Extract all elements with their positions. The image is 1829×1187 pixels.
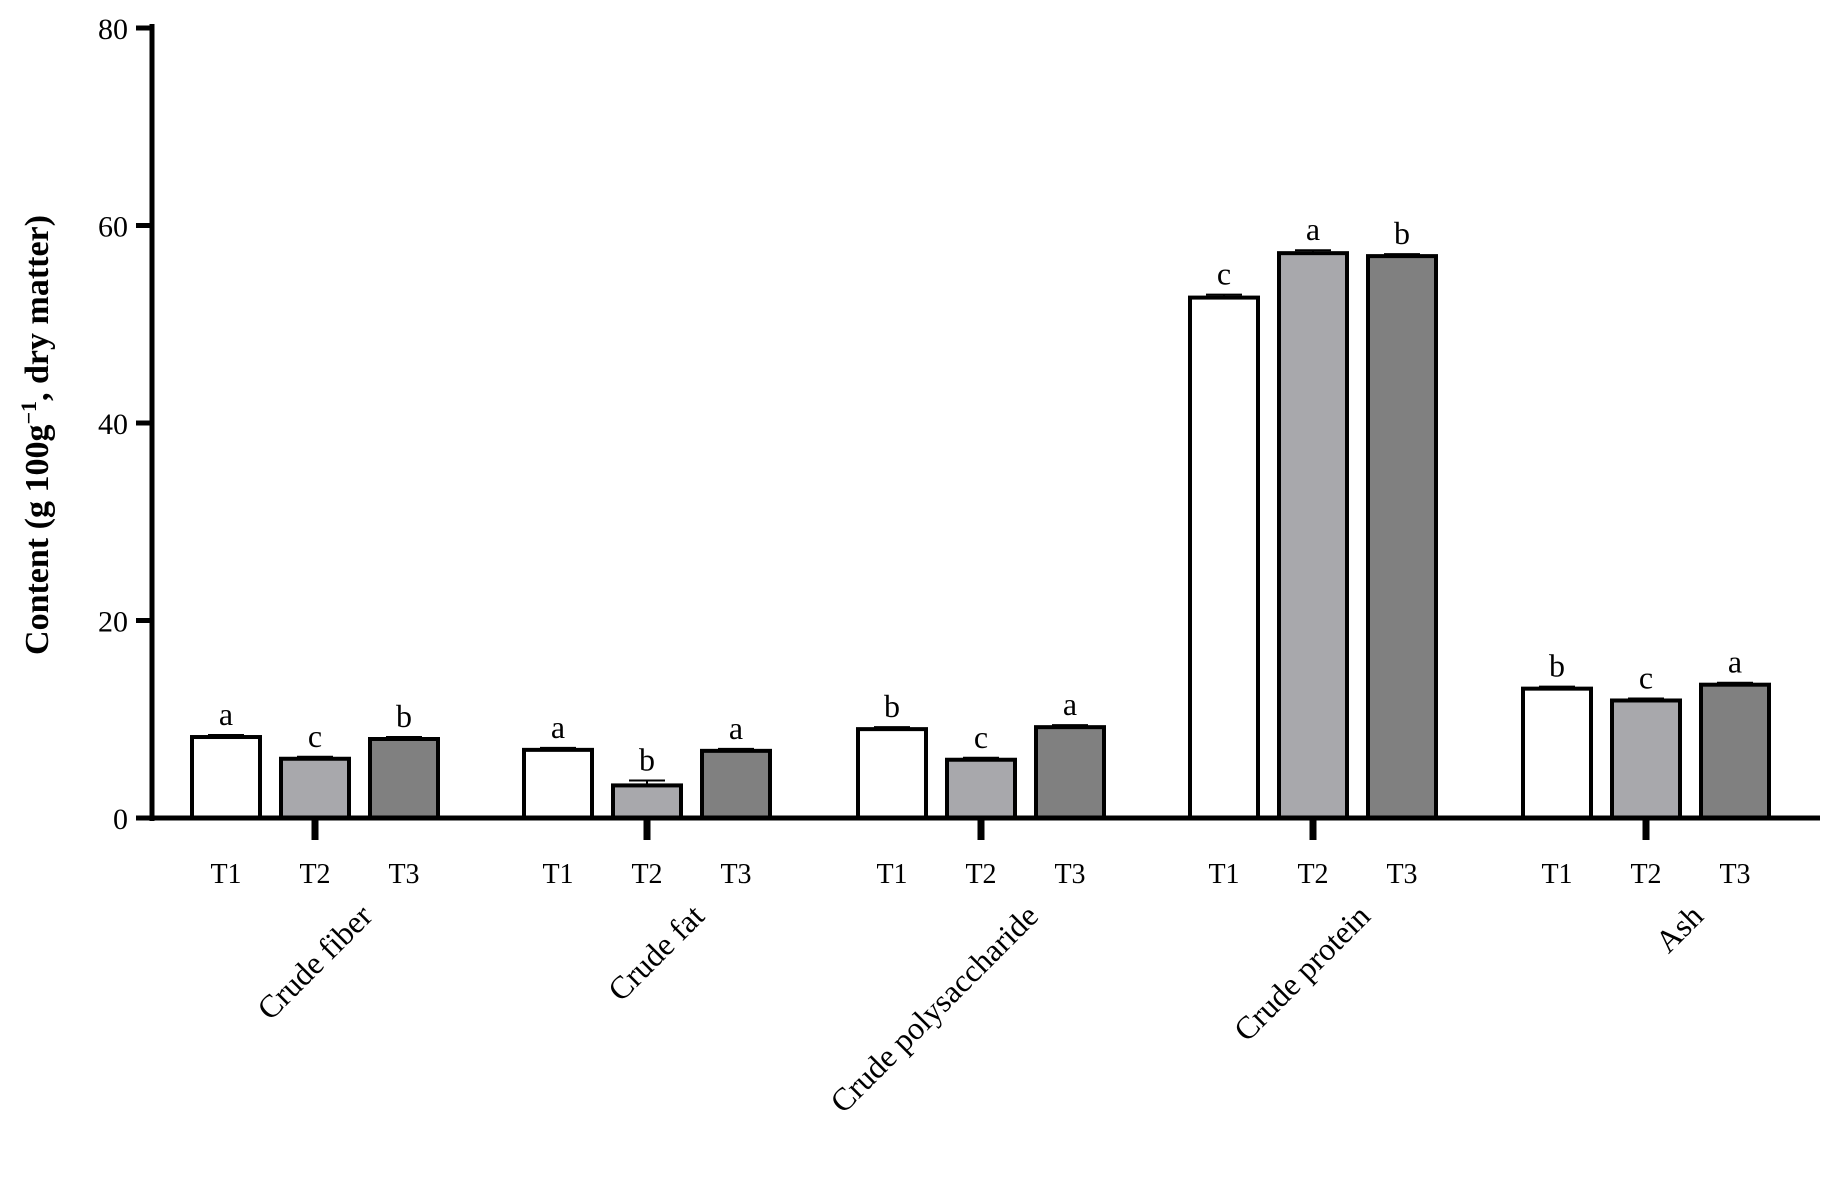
significance-letter: b bbox=[884, 688, 900, 724]
significance-letter: c bbox=[974, 719, 988, 755]
treatment-label: T2 bbox=[299, 859, 330, 890]
significance-letter: c bbox=[1217, 256, 1231, 292]
significance-letter: a bbox=[1306, 211, 1320, 247]
bar bbox=[611, 783, 683, 820]
y-axis-label-superscript: −1 bbox=[16, 401, 41, 425]
category-label: Crude fat bbox=[601, 897, 711, 1007]
category-label: Ash bbox=[1648, 897, 1710, 959]
treatment-label: T3 bbox=[1054, 859, 1085, 890]
bar bbox=[1188, 295, 1260, 820]
bar bbox=[368, 737, 440, 820]
significance-letter: c bbox=[1639, 660, 1653, 696]
y-axis-label-suffix: , dry matter) bbox=[19, 215, 56, 401]
significance-letter: c bbox=[308, 718, 322, 754]
bar bbox=[1277, 251, 1349, 820]
bar bbox=[945, 757, 1017, 820]
significance-letter: b bbox=[639, 741, 655, 777]
y-tick-label: 80 bbox=[98, 13, 128, 46]
treatment-label: T1 bbox=[1208, 859, 1239, 890]
significance-letter: b bbox=[1549, 648, 1565, 684]
significance-letter: a bbox=[1063, 686, 1077, 722]
bar bbox=[1610, 698, 1682, 820]
significance-letter: a bbox=[219, 696, 233, 732]
bar bbox=[1699, 682, 1771, 820]
bar bbox=[1034, 725, 1106, 821]
bar bbox=[279, 756, 351, 820]
category-label: Crude fiber bbox=[250, 897, 379, 1026]
significance-letter: a bbox=[1728, 644, 1742, 680]
bar bbox=[856, 727, 928, 820]
treatment-label: T1 bbox=[542, 859, 573, 890]
bar bbox=[1521, 686, 1593, 821]
treatment-label: T3 bbox=[388, 859, 419, 890]
significance-letter: b bbox=[396, 698, 412, 734]
significance-letter: a bbox=[729, 710, 743, 746]
significance-letter: b bbox=[1394, 215, 1410, 251]
bar bbox=[700, 748, 772, 820]
y-tick-label: 20 bbox=[98, 606, 128, 639]
treatment-label: T3 bbox=[720, 859, 751, 890]
y-tick-label: 40 bbox=[98, 408, 128, 441]
bar bbox=[522, 747, 594, 820]
y-axis-label-prefix: Content (g 100g bbox=[19, 425, 56, 655]
y-tick-label: 60 bbox=[98, 211, 128, 244]
treatment-label: T2 bbox=[631, 859, 662, 890]
treatment-label: T2 bbox=[965, 859, 996, 890]
bar bbox=[1366, 254, 1438, 820]
svg-text:Content (g 100g−1, dry matter: Content (g 100g−1, dry matter) bbox=[16, 215, 57, 655]
category-label: Crude protein bbox=[1226, 897, 1377, 1048]
y-tick-label: 0 bbox=[113, 803, 128, 836]
treatment-label: T1 bbox=[1541, 859, 1572, 890]
treatment-label: T2 bbox=[1297, 859, 1328, 890]
treatment-label: T1 bbox=[210, 859, 241, 890]
category-label: Crude polysaccharide bbox=[823, 897, 1045, 1119]
significance-letter: a bbox=[551, 709, 565, 745]
treatment-label: T3 bbox=[1386, 859, 1417, 890]
treatment-label: T1 bbox=[876, 859, 907, 890]
bar bbox=[190, 735, 262, 821]
y-axis-label: Content (g 100g−1, dry matter) bbox=[16, 215, 57, 655]
treatment-label: T3 bbox=[1719, 859, 1750, 890]
treatment-label: T2 bbox=[1630, 859, 1661, 890]
plot-area: 0 20 40 60 80 a T1 c T2 b T3 Crude fiber a T1 b T2 a T3 Cr… bbox=[98, 13, 1820, 1120]
